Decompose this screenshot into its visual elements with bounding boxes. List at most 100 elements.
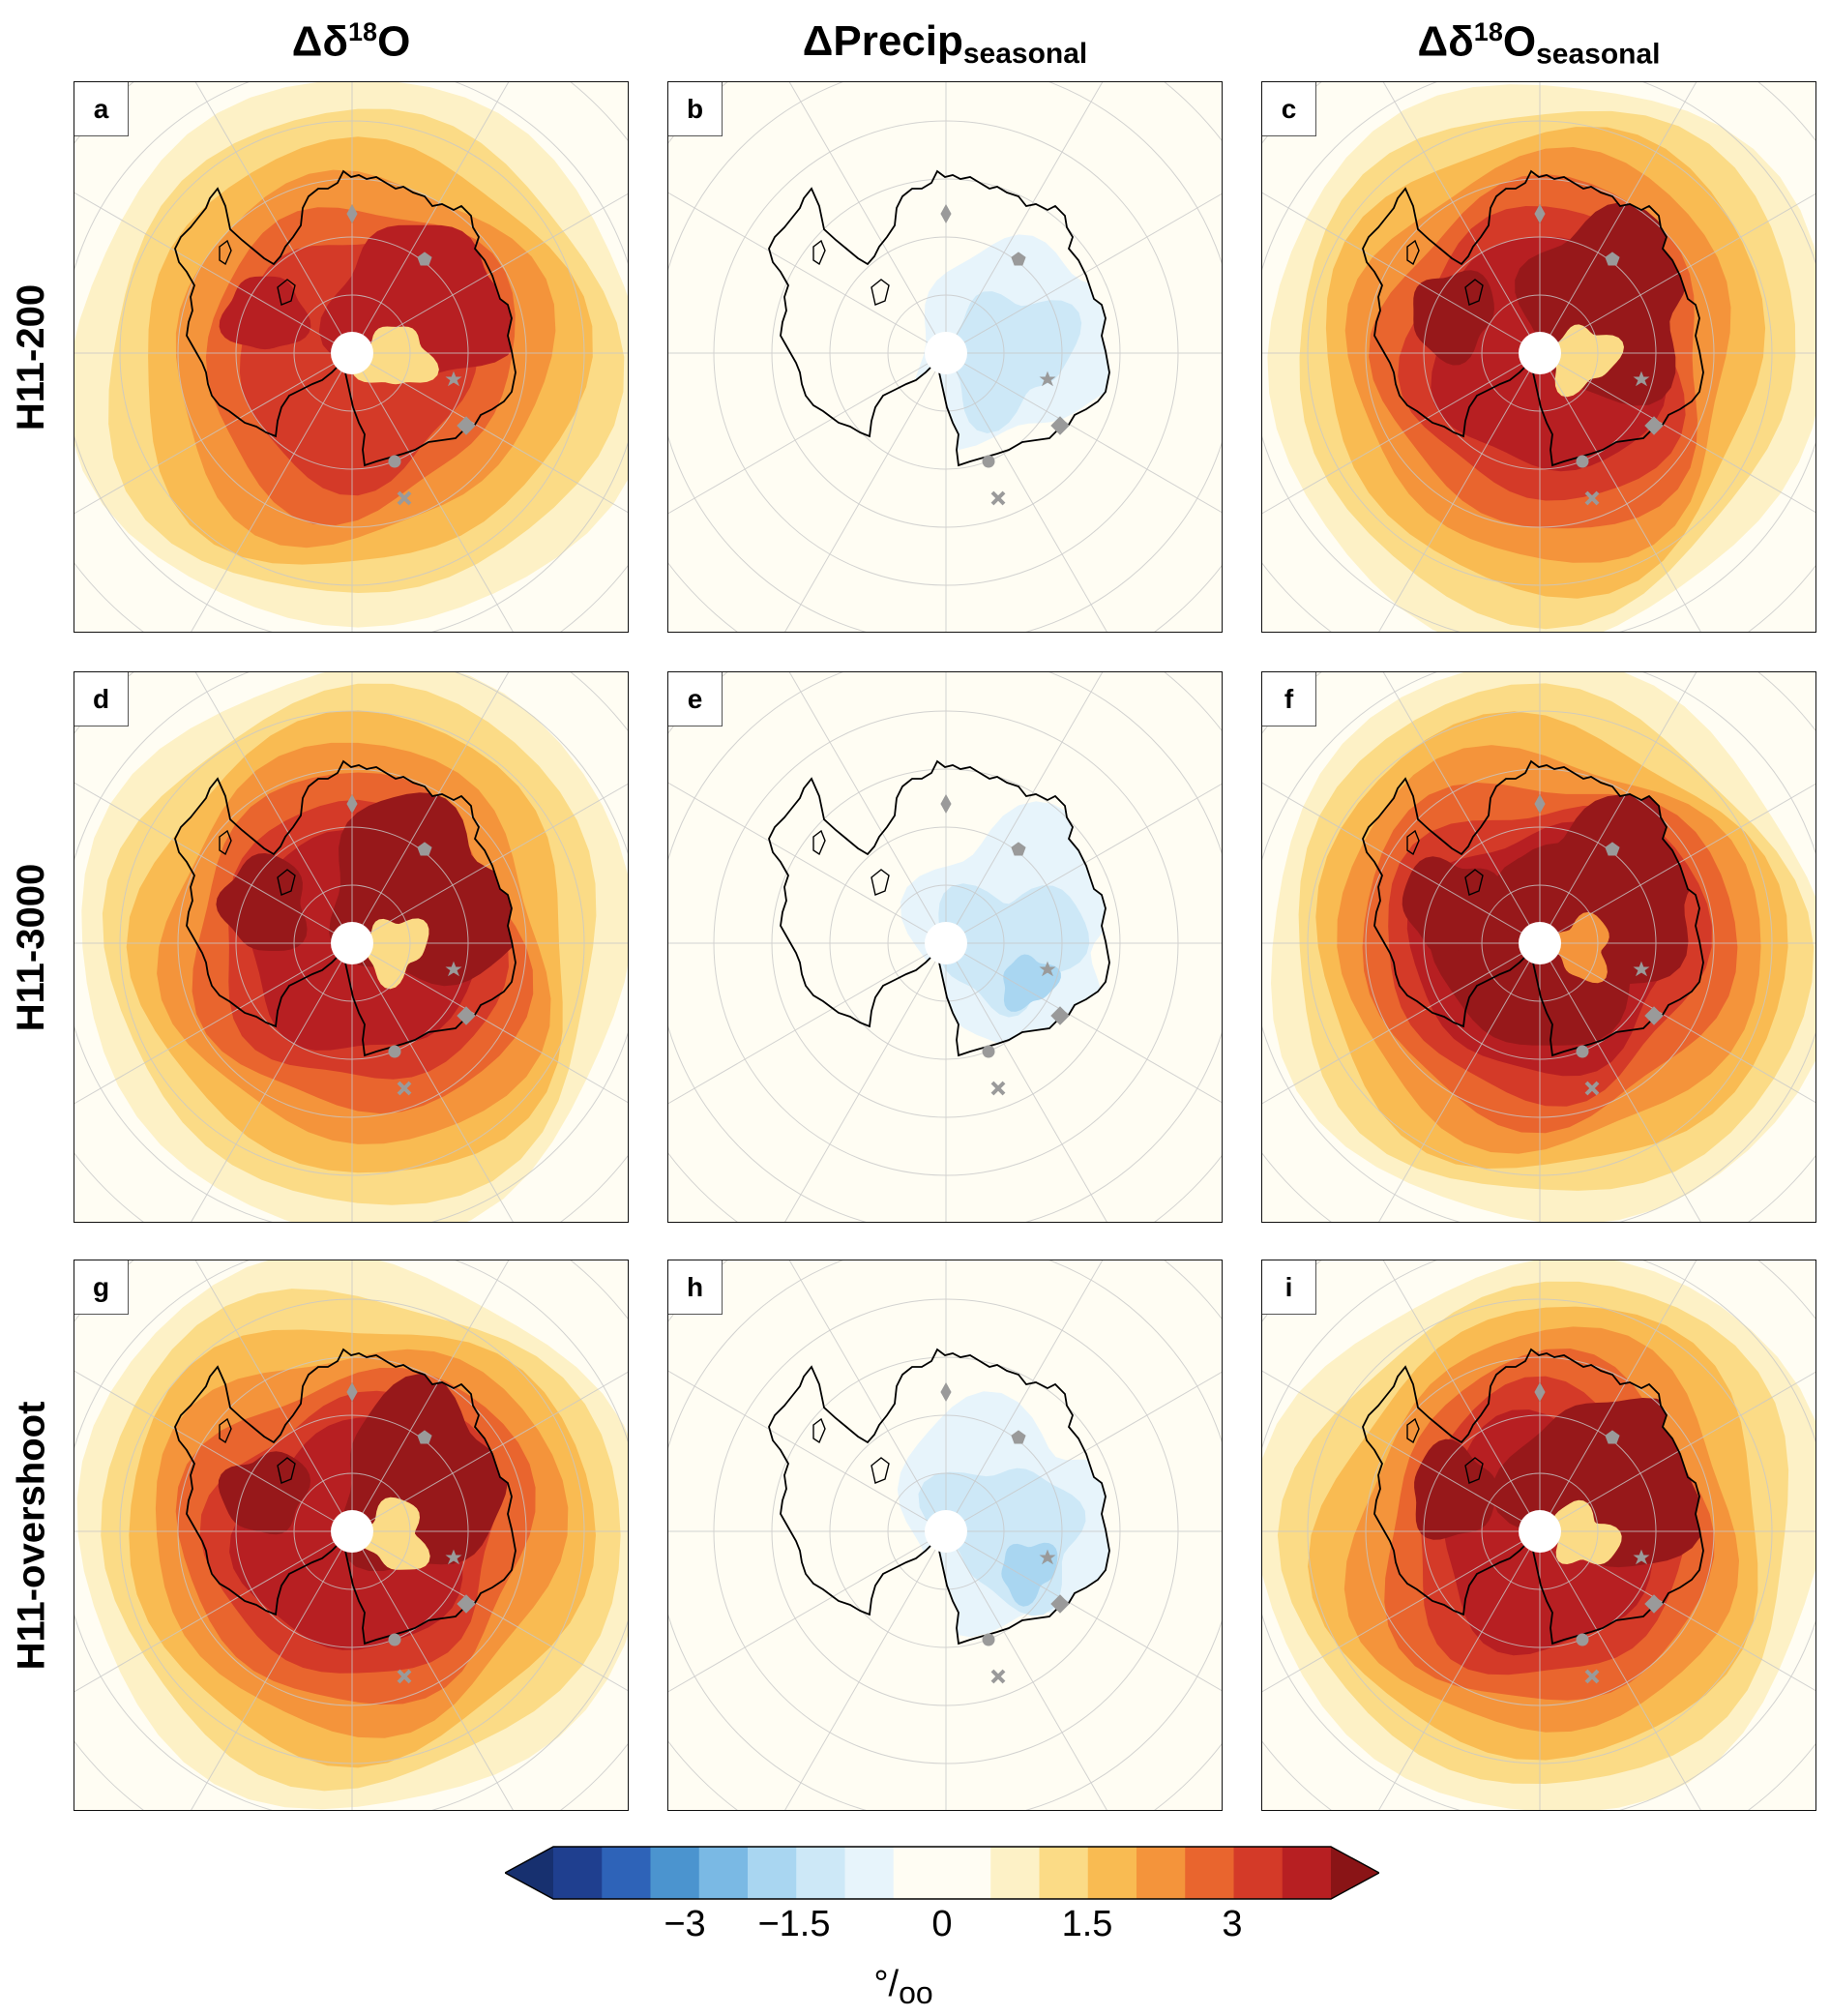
coastline-island xyxy=(219,239,232,266)
graticule xyxy=(1262,82,1815,632)
anomaly-contour xyxy=(938,883,1090,1018)
panel-label: g xyxy=(74,1260,129,1315)
graticule xyxy=(74,1260,628,1810)
diamond-marker xyxy=(940,203,952,224)
anomaly-contour xyxy=(1402,856,1507,956)
pole-mask xyxy=(331,1510,373,1553)
diamond-marker xyxy=(346,203,358,224)
anomaly-contour xyxy=(1001,1542,1058,1607)
coastline-island xyxy=(871,279,890,306)
site-markers xyxy=(940,793,1070,1096)
colorbar-segment xyxy=(1087,1847,1137,1899)
colorbar-tick-label: −1.5 xyxy=(757,1904,831,1944)
colorbar-segment xyxy=(602,1847,652,1899)
large-diamond-marker xyxy=(457,416,476,435)
pole-mask xyxy=(1519,922,1561,964)
diamond-marker xyxy=(940,793,952,815)
panel-label: d xyxy=(74,672,129,726)
site-markers xyxy=(940,203,1070,506)
circle-marker xyxy=(1576,1045,1589,1058)
colorbar-segment xyxy=(1185,1847,1235,1899)
star-marker xyxy=(1039,371,1056,387)
site-markers xyxy=(1534,793,1664,1096)
row-title-h11-overshoot: H11-overshoot xyxy=(10,1401,53,1670)
anomaly-contour xyxy=(359,1497,430,1570)
row-title-h11-3000: H11-3000 xyxy=(10,863,53,1031)
colorbar-tick-label: 3 xyxy=(1222,1904,1243,1944)
circle-marker xyxy=(388,1045,401,1058)
pentagon-marker xyxy=(1605,1430,1620,1444)
pentagon-marker xyxy=(417,1430,432,1444)
star-marker xyxy=(1633,371,1650,387)
site-markers xyxy=(1534,203,1664,506)
pentagon-marker xyxy=(1605,252,1620,266)
pole-mask xyxy=(925,922,967,964)
polar-map xyxy=(74,672,628,1222)
colorbar-over-triangle xyxy=(1331,1847,1379,1899)
coastline-island xyxy=(1464,1457,1484,1484)
panel-label: b xyxy=(668,82,723,136)
colorbar-tick-label: 0 xyxy=(931,1904,953,1944)
polar-map xyxy=(668,672,1222,1222)
star-marker xyxy=(445,371,462,387)
star-marker xyxy=(1633,961,1650,977)
pole-mask xyxy=(331,332,373,374)
colorbar-segment xyxy=(748,1847,797,1899)
map-panel-f: f xyxy=(1261,671,1816,1223)
cross-marker xyxy=(1584,1081,1600,1096)
cross-marker xyxy=(1584,490,1600,506)
diamond-marker xyxy=(1534,203,1546,224)
polar-map xyxy=(668,1260,1222,1810)
pole-mask xyxy=(331,922,373,964)
pentagon-marker xyxy=(1605,842,1620,856)
cross-marker xyxy=(1584,1669,1600,1684)
coastline-island xyxy=(871,1457,890,1484)
star-marker xyxy=(1039,1549,1056,1565)
map-panel-a: a xyxy=(74,81,629,633)
site-markers xyxy=(346,1381,476,1684)
cross-marker xyxy=(397,1669,412,1684)
circle-marker xyxy=(388,1633,401,1646)
coastline-island xyxy=(812,829,826,856)
site-markers xyxy=(346,793,476,1096)
cross-marker xyxy=(990,1081,1006,1096)
diamond-marker xyxy=(1534,793,1546,815)
coastline-island xyxy=(219,829,232,856)
colorbar-tick-label: 1.5 xyxy=(1061,1904,1113,1944)
circle-marker xyxy=(982,1045,995,1058)
star-marker xyxy=(445,1549,462,1565)
coastline-island xyxy=(871,869,890,896)
coastline-island xyxy=(812,1417,826,1444)
map-panel-b: b xyxy=(667,81,1223,633)
large-diamond-marker xyxy=(1050,416,1070,435)
large-diamond-marker xyxy=(1644,1594,1664,1614)
graticule xyxy=(668,1260,1222,1810)
circle-marker xyxy=(1576,1633,1589,1646)
colorbar-segment xyxy=(1136,1847,1186,1899)
coastline-island xyxy=(219,1417,232,1444)
colorbar-segment xyxy=(553,1847,603,1899)
column-title-d18o: Δδ18O xyxy=(291,17,411,66)
map-panel-e: e xyxy=(667,671,1223,1223)
colorbar-segment xyxy=(650,1847,700,1899)
graticule xyxy=(74,82,628,632)
large-diamond-marker xyxy=(1050,1594,1070,1614)
circle-marker xyxy=(982,455,995,468)
circle-marker xyxy=(982,1633,995,1646)
site-markers xyxy=(940,1381,1070,1684)
panel-label: h xyxy=(668,1260,723,1315)
graticule xyxy=(1262,672,1815,1222)
large-diamond-marker xyxy=(457,1006,476,1025)
map-panel-c: c xyxy=(1261,81,1816,633)
pole-mask xyxy=(1519,332,1561,374)
anomaly-contour xyxy=(366,918,429,990)
coastline-island xyxy=(277,279,296,306)
colorbar-outline xyxy=(505,1846,1379,1900)
polar-map xyxy=(74,1260,628,1810)
colorbar-under-triangle xyxy=(505,1847,553,1899)
colorbar-segment xyxy=(796,1847,846,1899)
large-diamond-marker xyxy=(1050,1006,1070,1025)
pentagon-marker xyxy=(417,842,432,856)
coastline-island xyxy=(812,239,826,266)
polar-map xyxy=(1262,1260,1815,1810)
